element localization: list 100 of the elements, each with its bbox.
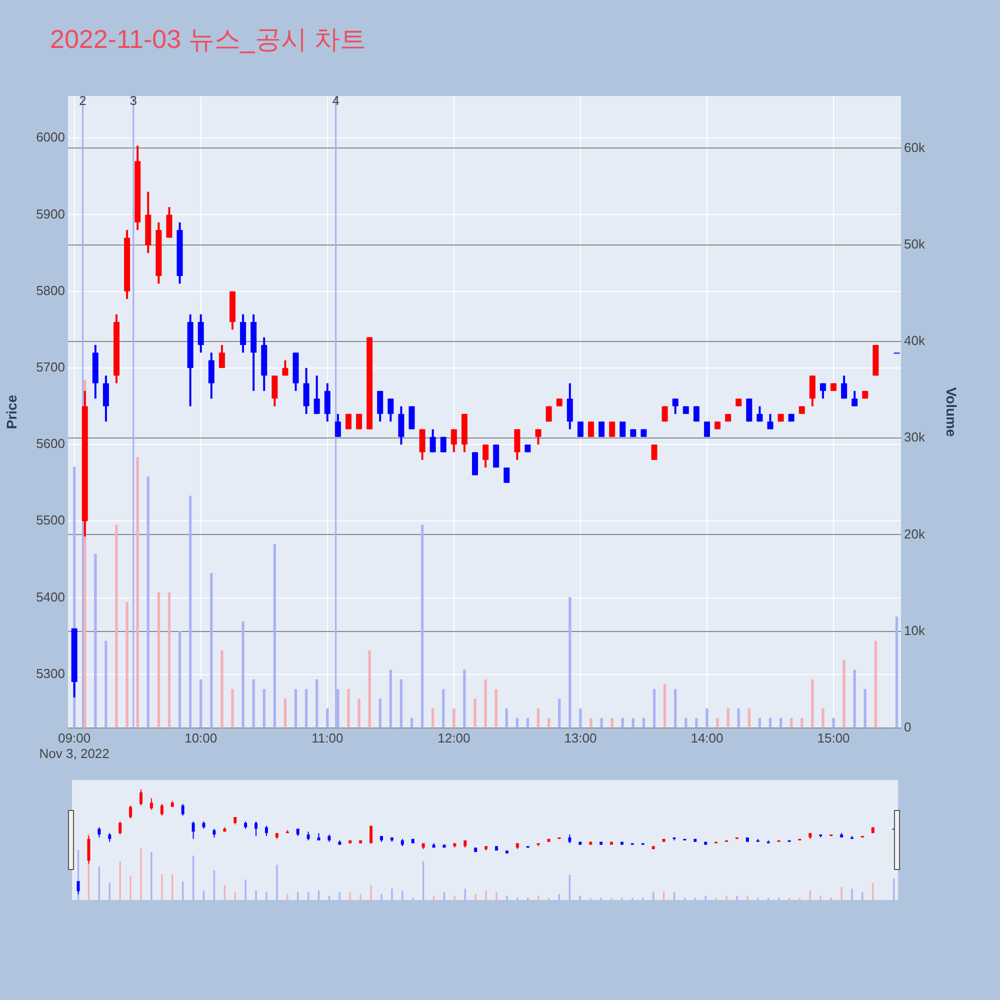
x-tick-label: 09:00 Nov 3, 2022	[39, 730, 110, 761]
y2-tick-label: 30k	[904, 430, 926, 445]
bar	[674, 689, 677, 728]
bar	[726, 708, 730, 728]
bar	[558, 698, 561, 728]
bar	[378, 698, 382, 728]
bar	[157, 592, 160, 728]
bar	[252, 679, 255, 728]
bar	[874, 640, 878, 728]
bar	[568, 597, 572, 728]
bar	[642, 718, 646, 728]
candlestick	[566, 382, 573, 430]
bar	[494, 689, 498, 728]
candlestick	[430, 428, 436, 454]
bar	[210, 573, 213, 728]
bar	[895, 616, 898, 728]
y2-tick-label: 40k	[904, 333, 926, 348]
candlestick	[272, 374, 278, 408]
bar	[811, 679, 814, 728]
candlestick	[218, 344, 225, 369]
candlestick	[852, 390, 858, 408]
x-tick-label: 14:00	[690, 730, 724, 746]
bar	[484, 679, 487, 728]
bar	[284, 698, 287, 728]
bar	[294, 689, 298, 728]
bar	[104, 640, 108, 728]
bar	[400, 679, 403, 728]
bar	[188, 496, 192, 728]
y-tick-label: 5300	[36, 666, 65, 681]
candlestick	[388, 398, 394, 423]
candlestick	[282, 359, 288, 377]
x-tick-label: 12:00	[438, 730, 470, 746]
bar	[316, 679, 318, 728]
bar	[304, 689, 308, 728]
bar	[632, 718, 635, 728]
bar	[737, 708, 740, 728]
bar	[842, 660, 846, 728]
y2-tick-label: 10k	[904, 622, 926, 638]
bar	[94, 554, 97, 728]
y2-axis-title: Volume	[944, 387, 960, 437]
bar	[579, 708, 582, 728]
y-tick-label: 5600	[36, 436, 65, 452]
bar	[326, 708, 329, 728]
y-tick-label: 5800	[36, 282, 65, 298]
bar	[410, 718, 414, 728]
bar	[590, 718, 592, 728]
y-tick-label: 5500	[36, 512, 65, 528]
bar	[347, 689, 350, 728]
bar	[220, 650, 224, 728]
candlestick	[841, 374, 848, 400]
bar	[864, 689, 866, 728]
candlestick	[198, 313, 204, 354]
candlestick	[398, 405, 404, 446]
bar	[748, 708, 750, 728]
candlestick	[767, 412, 774, 430]
x-tick-label: 10:00	[184, 730, 218, 746]
candlestick	[314, 374, 320, 415]
candlestick	[324, 382, 330, 423]
bar	[716, 718, 719, 728]
bar	[463, 670, 466, 728]
bar	[273, 544, 276, 728]
candlestick	[208, 352, 214, 400]
bar	[516, 718, 519, 728]
bar	[695, 718, 698, 728]
candlestick	[166, 206, 172, 239]
bar	[474, 698, 476, 728]
bar	[442, 689, 445, 728]
bar	[536, 708, 540, 728]
bar	[168, 592, 171, 728]
bar	[822, 708, 824, 728]
candlestick	[482, 444, 489, 469]
bar	[452, 708, 456, 728]
candlestick	[493, 444, 500, 469]
candlestick	[102, 374, 109, 423]
bar	[178, 631, 182, 728]
candlestick	[334, 412, 341, 438]
candlestick	[609, 420, 616, 438]
y-tick-label: 5700	[36, 360, 65, 375]
bar	[358, 698, 360, 728]
y2-tick-label: 60k	[904, 140, 926, 155]
x-tick-label: 11:00	[312, 730, 344, 746]
candlestick	[746, 398, 752, 423]
candlestick	[535, 428, 542, 446]
bar	[505, 708, 508, 728]
bar	[663, 684, 666, 728]
y2-tick-label: 20k	[904, 526, 926, 542]
x-tick-label: 13:00	[564, 730, 597, 746]
candlestick	[450, 428, 457, 454]
bar	[610, 718, 614, 728]
bar	[800, 718, 804, 728]
bar	[231, 689, 234, 728]
candlestick	[598, 420, 605, 438]
bar	[621, 718, 624, 728]
y2-tick-label: 50k	[904, 236, 926, 252]
y-axis-title: Price	[3, 394, 20, 430]
bar	[368, 650, 371, 728]
y-tick-label: 6000	[36, 130, 65, 145]
bar	[600, 718, 603, 728]
bar	[262, 689, 266, 728]
ref-line-label: 4	[332, 93, 340, 108]
